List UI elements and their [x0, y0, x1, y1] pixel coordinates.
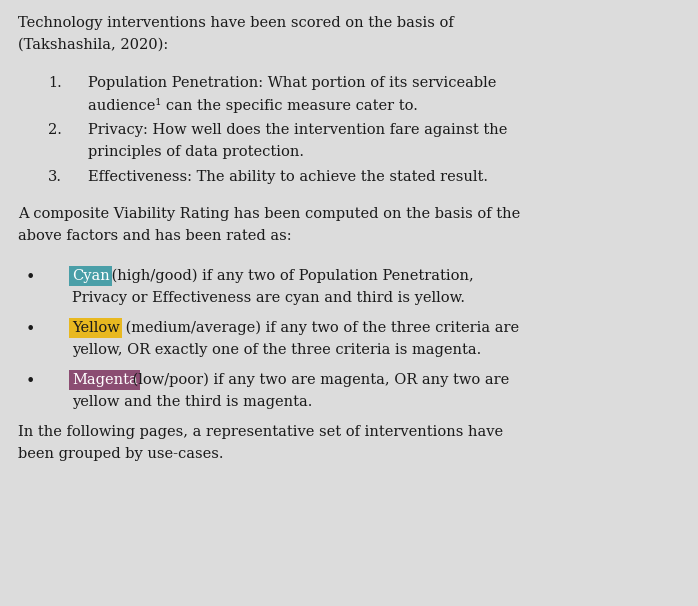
Text: (high/good) if any two of Population Penetration,: (high/good) if any two of Population Pen…	[107, 269, 473, 284]
Text: been grouped by use-cases.: been grouped by use-cases.	[18, 447, 223, 461]
Text: (Takshashila, 2020):: (Takshashila, 2020):	[18, 38, 168, 52]
Text: Cyan: Cyan	[72, 269, 110, 283]
Text: 2.: 2.	[48, 123, 62, 137]
Text: •: •	[25, 269, 35, 286]
Text: principles of data protection.: principles of data protection.	[88, 145, 304, 159]
Text: Population Penetration: What portion of its serviceable: Population Penetration: What portion of …	[88, 76, 496, 90]
Text: •: •	[25, 321, 35, 338]
Text: Yellow: Yellow	[72, 321, 120, 335]
Text: Magenta: Magenta	[72, 373, 138, 387]
Text: •: •	[25, 373, 35, 390]
Text: (low/poor) if any two are magenta, OR any two are: (low/poor) if any two are magenta, OR an…	[128, 373, 510, 387]
Text: Effectiveness: The ability to achieve the stated result.: Effectiveness: The ability to achieve th…	[88, 170, 488, 184]
Text: audience¹ can the specific measure cater to.: audience¹ can the specific measure cater…	[88, 98, 418, 113]
Text: Technology interventions have been scored on the basis of: Technology interventions have been score…	[18, 16, 454, 30]
Text: 1.: 1.	[48, 76, 61, 90]
Text: In the following pages, a representative set of interventions have: In the following pages, a representative…	[18, 425, 503, 439]
Text: 3.: 3.	[48, 170, 62, 184]
Text: yellow, OR exactly one of the three criteria is magenta.: yellow, OR exactly one of the three crit…	[72, 343, 481, 357]
Text: (medium/average) if any two of the three criteria are: (medium/average) if any two of the three…	[121, 321, 519, 335]
Text: A composite Viability Rating has been computed on the basis of the: A composite Viability Rating has been co…	[18, 207, 520, 221]
Text: above factors and has been rated as:: above factors and has been rated as:	[18, 229, 292, 243]
Text: Privacy or Effectiveness are cyan and third is yellow.: Privacy or Effectiveness are cyan and th…	[72, 291, 465, 305]
Text: yellow and the third is magenta.: yellow and the third is magenta.	[72, 395, 313, 409]
Text: Privacy: How well does the intervention fare against the: Privacy: How well does the intervention …	[88, 123, 507, 137]
